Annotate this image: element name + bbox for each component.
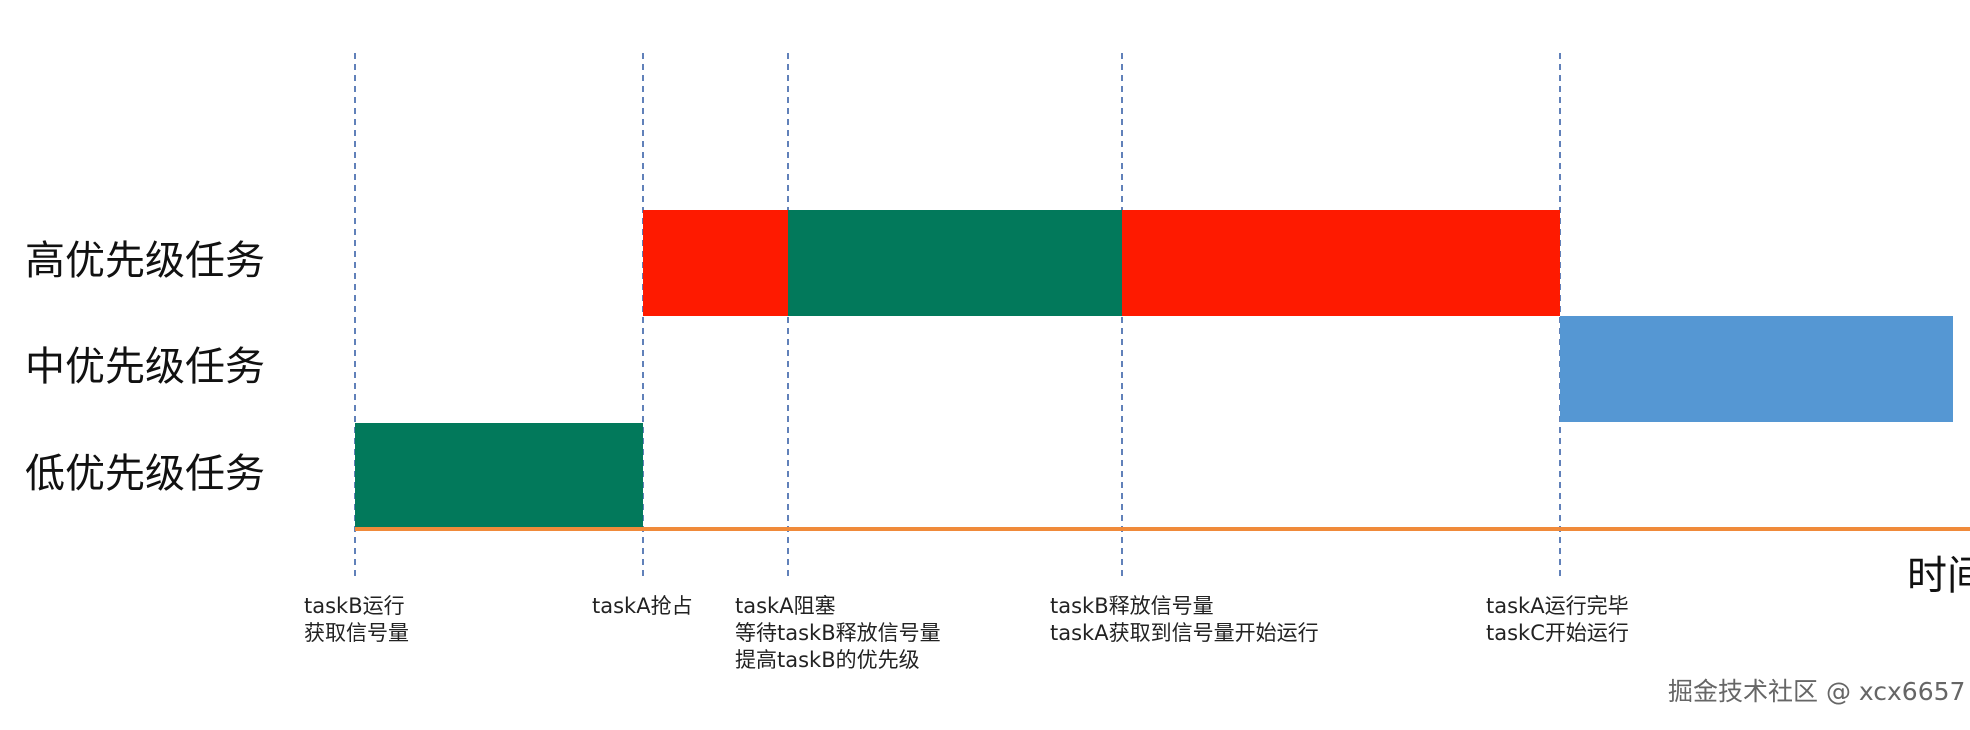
annotation: taskB释放信号量 bbox=[1050, 594, 1214, 618]
task-block bbox=[788, 210, 1122, 316]
row-label: 中优先级任务 bbox=[25, 344, 265, 390]
task-block bbox=[643, 210, 788, 316]
task-block bbox=[1122, 210, 1560, 316]
annotation: 获取信号量 bbox=[304, 621, 409, 645]
axis-label: 时间 bbox=[1907, 553, 1970, 599]
annotation: 等待taskB释放信号量 bbox=[735, 621, 941, 645]
annotation: taskC开始运行 bbox=[1486, 621, 1629, 645]
annotation: taskA阻塞 bbox=[735, 594, 836, 618]
annotation: taskA获取到信号量开始运行 bbox=[1050, 621, 1319, 645]
row-label: 低优先级任务 bbox=[25, 451, 265, 497]
task-block bbox=[1560, 316, 1953, 422]
row-label: 高优先级任务 bbox=[25, 238, 265, 284]
watermark: 掘金技术社区 @ xcx6657 bbox=[1668, 677, 1965, 706]
annotation: taskB运行 bbox=[304, 594, 405, 618]
annotation: taskA抢占 bbox=[592, 594, 693, 618]
annotation: taskA运行完毕 bbox=[1486, 594, 1629, 618]
task-block bbox=[355, 423, 643, 529]
annotation: 提高taskB的优先级 bbox=[735, 648, 920, 672]
